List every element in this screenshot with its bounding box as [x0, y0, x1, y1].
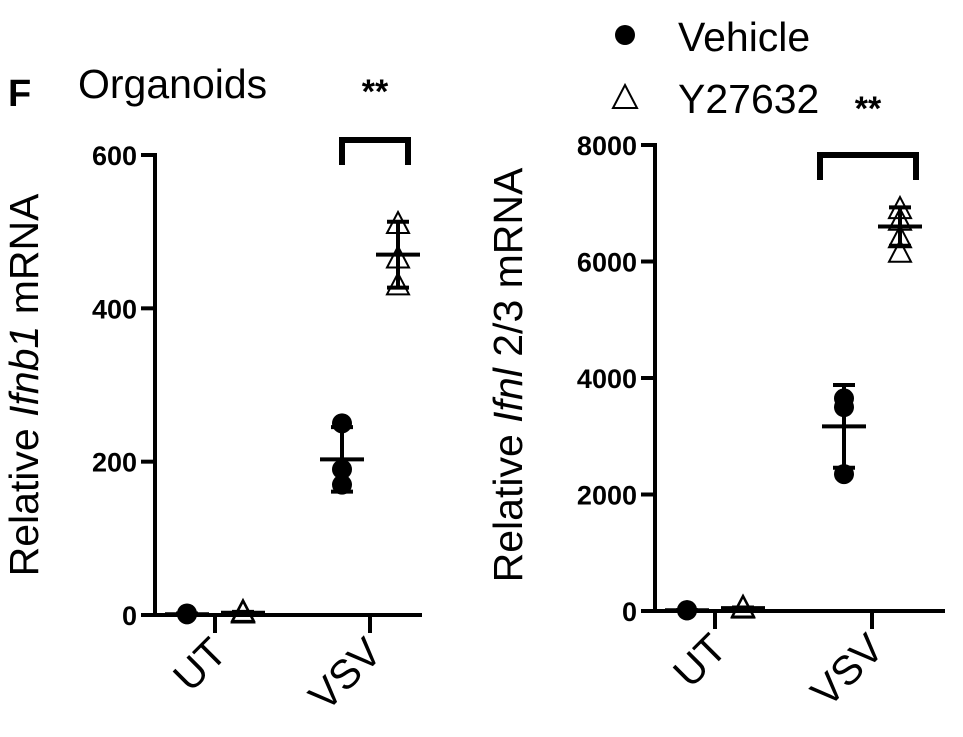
error-bar [232, 609, 254, 616]
y-label-part: Ifnl [485, 366, 531, 423]
error-bar [833, 382, 855, 470]
error-bar [387, 219, 409, 290]
significance-label: ** [362, 73, 389, 111]
x-tick-label: VSV [802, 624, 893, 715]
y-tick-label: 0 [622, 597, 637, 627]
x-tick-label: VSV [300, 628, 391, 719]
y-tick-label: 4000 [577, 364, 637, 394]
y-label-part: mRNA [1, 193, 47, 326]
y-tick-label: 2000 [577, 481, 637, 511]
y-tick-label: 6000 [577, 248, 637, 278]
y-label-part: Ifnb1 [1, 326, 47, 417]
y-tick-label: 400 [92, 294, 137, 324]
significance-bracket [817, 152, 919, 180]
point [385, 271, 411, 296]
chart-title: Organoids [78, 61, 267, 107]
error-bar [331, 425, 353, 494]
legend-marker [615, 25, 635, 45]
y-axis-label: Relative Ifnb1 mRNA [1, 193, 47, 576]
y-tick-label: 200 [92, 448, 137, 478]
y-label-part: Relative [485, 423, 531, 583]
x-tick-label: UT [164, 629, 235, 700]
legend-marker [611, 82, 639, 109]
point [887, 238, 913, 263]
error-bar [732, 605, 754, 611]
error-bar [176, 611, 198, 617]
y-tick-label: 8000 [577, 131, 637, 161]
y-label-part: Relative [1, 417, 47, 577]
y-axis-label: Relative Ifnl 2/3 mRNA [485, 167, 531, 582]
significance-label: ** [855, 90, 882, 128]
legend-label: Vehicle [678, 14, 810, 60]
panel-label: F [8, 73, 31, 115]
y-tick-label: 0 [122, 601, 137, 631]
x-tick-label: UT [664, 625, 735, 696]
y-tick-label: 600 [92, 141, 137, 171]
significance-bracket [339, 137, 411, 165]
legend-label: Y27632 [678, 76, 819, 122]
error-bar [889, 205, 911, 248]
y-label-part: 2/3 mRNA [485, 167, 531, 368]
